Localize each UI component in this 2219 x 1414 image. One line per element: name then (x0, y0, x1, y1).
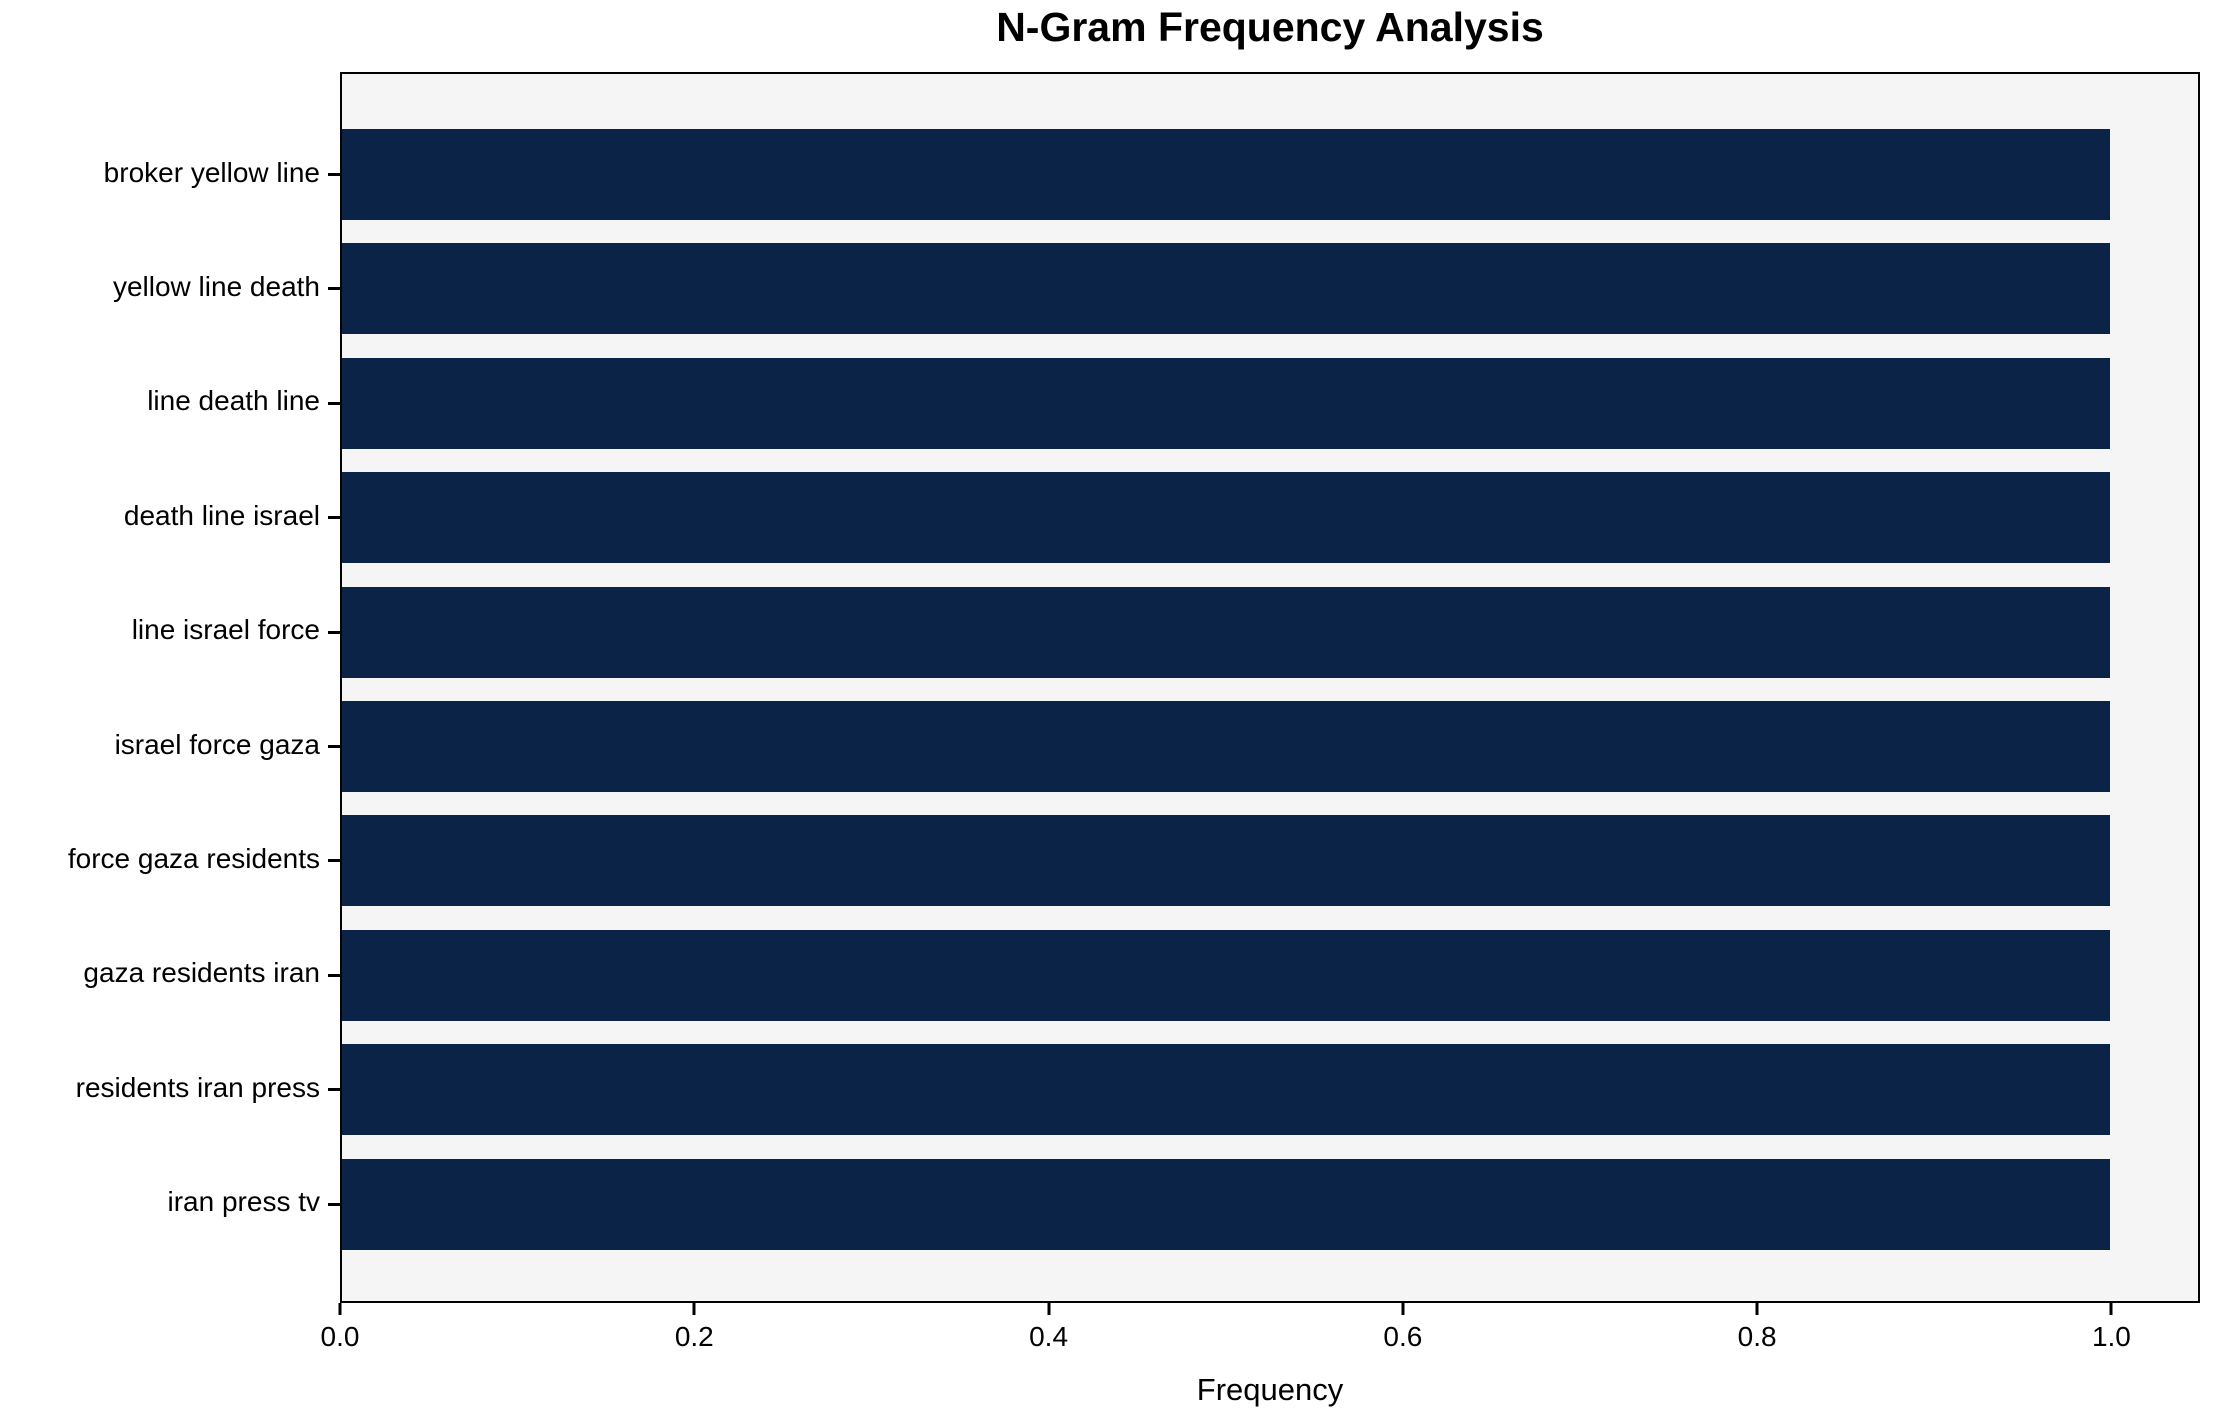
y-tick-mark (328, 859, 340, 863)
y-tick-mark (328, 401, 340, 405)
x-tick-mark (338, 1303, 342, 1315)
chart-title: N-Gram Frequency Analysis (996, 4, 1544, 50)
bar (342, 472, 2110, 564)
bar (342, 129, 2110, 220)
x-tick-label: 0.8 (1737, 1321, 1777, 1352)
x-axis-label: Frequency (1196, 1372, 1344, 1407)
x-tick-label: 0.0 (320, 1321, 360, 1352)
x-tick-mark (1401, 1303, 1405, 1315)
y-tick-label: gaza residents iran (83, 957, 320, 989)
x-axis: 0.0 0.2 0.4 0.6 0.8 1.0 (321, 1303, 2200, 1383)
x-tick-label: 0.2 (674, 1321, 714, 1352)
y-tick-mark (328, 630, 340, 634)
y-tick-label: broker yellow line (103, 156, 320, 188)
y-axis-labels: broker yellow line yellow line death line … (0, 72, 320, 1303)
bar (342, 243, 2110, 335)
y-tick-mark (328, 516, 340, 520)
y-tick-mark (328, 287, 340, 291)
y-tick-mark (328, 1088, 340, 1092)
bar (342, 701, 2110, 792)
x-tick-mark (1047, 1303, 1051, 1315)
bar (342, 815, 2110, 907)
bar (342, 1158, 2110, 1250)
bar (342, 929, 2110, 1021)
y-tick-mark (328, 1202, 340, 1206)
plot-area (328, 72, 2200, 1303)
x-tick-label: 0.6 (1383, 1321, 1423, 1352)
y-tick-label: israel force gaza (114, 728, 320, 760)
y-tick-label: yellow line death (112, 270, 320, 302)
x-tick-label: 0.4 (1029, 1321, 1069, 1352)
x-tick-mark (1755, 1303, 1759, 1315)
y-tick-label: residents iran press (75, 1071, 320, 1103)
x-tick-label: 1.0 (2091, 1321, 2131, 1352)
y-tick-label: death line israel (123, 499, 320, 531)
y-tick-label: line death line (147, 385, 320, 417)
x-tick-mark (692, 1303, 696, 1315)
y-tick-label: iran press tv (167, 1186, 321, 1218)
y-tick-label: force gaza residents (67, 842, 320, 874)
bar (342, 357, 2110, 449)
bar (342, 586, 2110, 678)
bar (342, 1044, 2110, 1136)
y-tick-mark (328, 745, 340, 748)
y-tick-label: line israel force (131, 614, 320, 646)
y-tick-mark (328, 973, 340, 977)
y-tick-mark (328, 173, 340, 176)
x-tick-mark (2109, 1303, 2113, 1315)
